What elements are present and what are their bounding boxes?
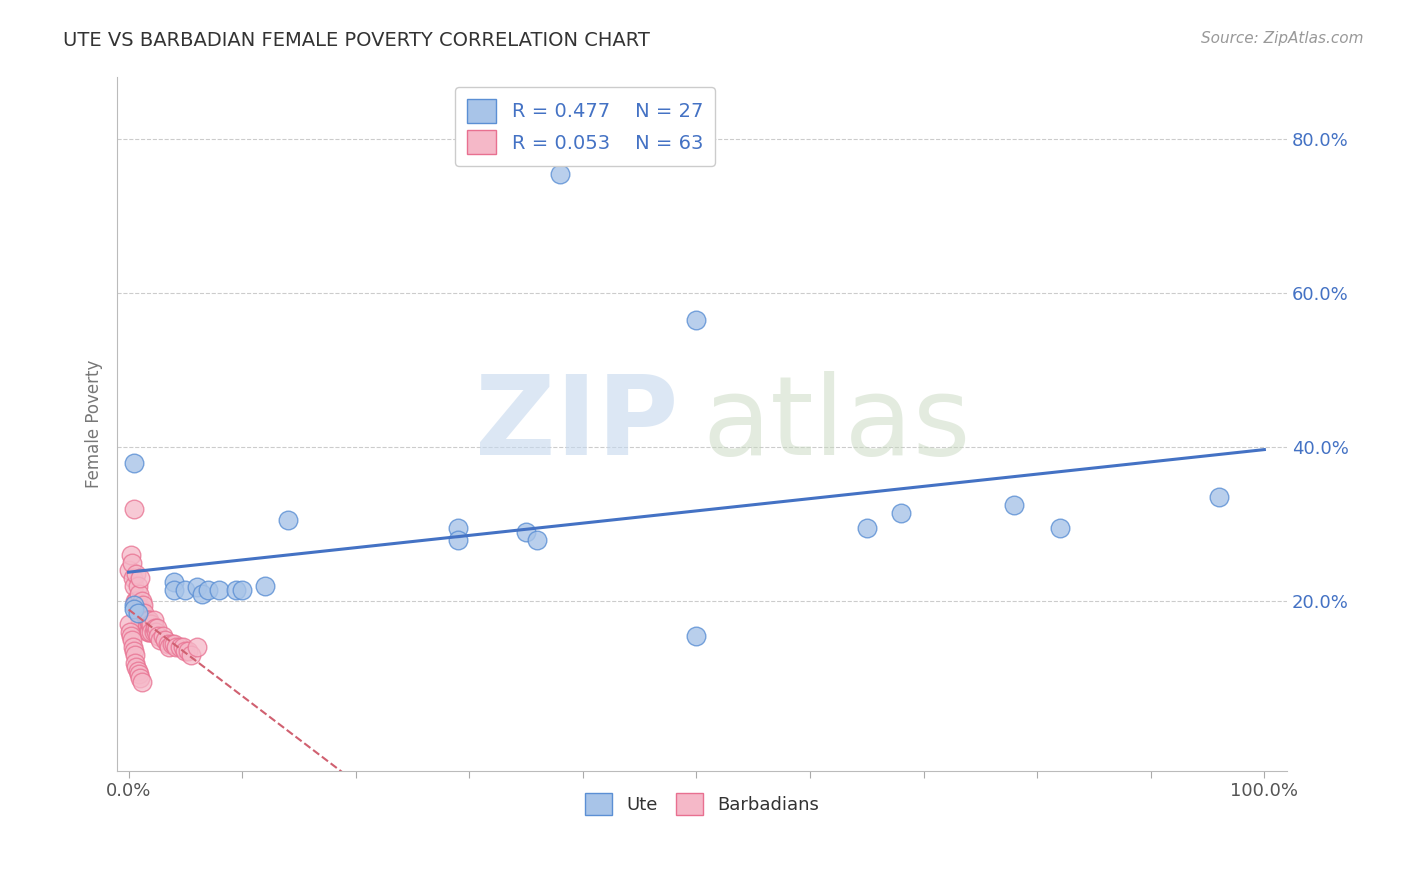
Point (120, 548, 142, 562)
Point (131, 675, 153, 690)
Point (118, 625, 141, 640)
Point (1004, 498, 1026, 512)
Point (146, 629, 169, 643)
Point (515, 524, 537, 539)
Point (127, 606, 149, 620)
Point (141, 617, 163, 632)
Point (138, 614, 160, 628)
Point (136, 625, 159, 640)
Point (128, 667, 150, 681)
Point (165, 640, 187, 655)
Point (117, 563, 139, 577)
Legend: Ute, Barbadians: Ute, Barbadians (576, 784, 828, 824)
Point (169, 640, 191, 655)
Point (125, 659, 148, 673)
Point (174, 644, 197, 658)
Point (122, 640, 145, 655)
Point (685, 313, 707, 327)
Text: Source: ZipAtlas.com: Source: ZipAtlas.com (1201, 31, 1364, 46)
Point (145, 625, 167, 640)
Point (127, 664, 149, 678)
Point (153, 632, 176, 647)
Point (447, 533, 470, 547)
Point (129, 614, 152, 628)
Point (129, 671, 152, 685)
Point (138, 625, 160, 640)
Point (890, 506, 912, 520)
Point (129, 602, 152, 616)
Text: ZIP: ZIP (475, 370, 679, 477)
Point (186, 640, 208, 655)
Y-axis label: Female Poverty: Female Poverty (86, 359, 103, 488)
Point (157, 637, 180, 651)
Point (134, 606, 156, 620)
Point (127, 606, 149, 620)
Point (117, 617, 139, 632)
Point (122, 598, 145, 612)
Point (136, 614, 159, 628)
Point (1208, 490, 1230, 504)
Point (120, 629, 142, 643)
Point (152, 629, 174, 643)
Point (124, 656, 146, 670)
Point (447, 521, 470, 535)
Point (139, 617, 162, 632)
Point (122, 501, 145, 516)
Point (856, 521, 879, 535)
Point (121, 556, 143, 570)
Point (231, 582, 253, 597)
Point (122, 571, 145, 585)
Point (149, 632, 172, 647)
Point (135, 621, 157, 635)
Point (141, 625, 163, 640)
Point (128, 586, 150, 600)
Point (277, 513, 299, 527)
Point (143, 621, 166, 635)
Point (135, 614, 157, 628)
Point (159, 640, 181, 655)
Text: UTE VS BARBADIAN FEMALE POVERTY CORRELATION CHART: UTE VS BARBADIAN FEMALE POVERTY CORRELAT… (63, 31, 650, 50)
Point (225, 582, 247, 597)
Point (132, 598, 155, 612)
Point (253, 579, 276, 593)
Point (163, 637, 186, 651)
Point (129, 571, 152, 585)
Point (172, 640, 194, 655)
Text: atlas: atlas (702, 370, 970, 477)
Point (163, 574, 186, 589)
Point (124, 594, 146, 608)
Point (146, 621, 169, 635)
Point (548, 167, 571, 181)
Point (125, 594, 148, 608)
Point (163, 582, 186, 597)
Point (1049, 521, 1071, 535)
Point (142, 614, 165, 628)
Point (208, 582, 231, 597)
Point (125, 567, 148, 582)
Point (160, 637, 183, 651)
Point (191, 586, 214, 600)
Point (122, 579, 145, 593)
Point (124, 648, 146, 662)
Point (121, 632, 143, 647)
Point (526, 533, 548, 547)
Point (129, 602, 152, 616)
Point (122, 644, 145, 658)
Point (685, 629, 707, 643)
Point (131, 594, 153, 608)
Point (142, 625, 165, 640)
Point (176, 644, 198, 658)
Point (122, 456, 145, 470)
Point (197, 582, 219, 597)
Point (122, 602, 145, 616)
Point (132, 614, 155, 628)
Point (174, 582, 197, 597)
Point (127, 579, 149, 593)
Point (186, 580, 208, 594)
Point (135, 617, 157, 632)
Point (180, 648, 202, 662)
